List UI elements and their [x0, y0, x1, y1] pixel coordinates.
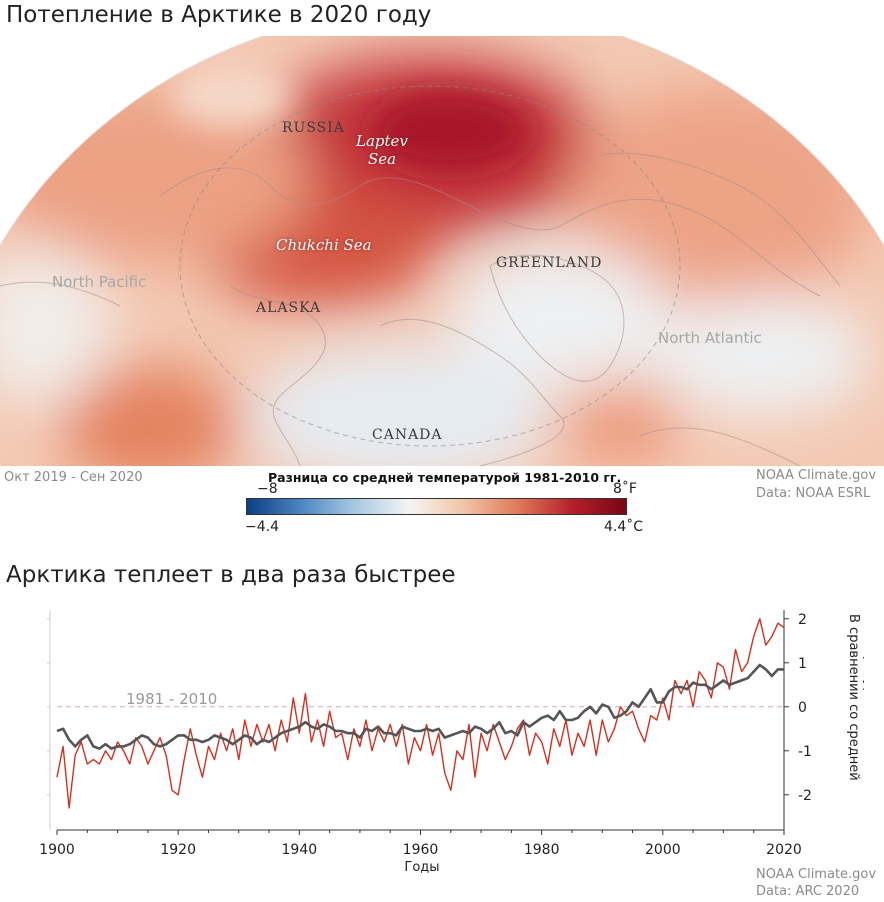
legend-f-min: −8	[257, 481, 278, 497]
map-label-chukchi: Chukchi Sea	[276, 236, 372, 254]
map-label-laptev-2: Sea	[368, 150, 397, 168]
x-tick-label: 2000	[645, 842, 681, 858]
y-tick-label: -1	[798, 744, 812, 760]
baseline-label: 1981 - 2010	[126, 690, 217, 708]
map-label-russia: RUSSIA	[282, 120, 345, 136]
legend-c-min: −4.4	[245, 519, 279, 535]
map-credit-2: Data: NOAA ESRL	[756, 486, 871, 501]
arctic-temperature-map: RUSSIA Laptev Sea Chukchi Sea GREENLAND …	[0, 36, 884, 466]
legend-c-max: 4.4˚C	[604, 519, 644, 535]
map-label-greenland: GREENLAND	[496, 255, 603, 271]
chart-title: Арктика теплеет в два раза быстрее	[6, 562, 456, 588]
color-scale-bar	[246, 498, 627, 515]
y-axis-label-box: В сравнении со среднейтемпературой (С˚)	[846, 614, 864, 781]
chart-credit-1: NOAA Climate.gov	[756, 867, 877, 882]
series-line-global	[56, 663, 784, 750]
legend-f-max: 8˚F	[613, 481, 637, 497]
y-tick-label: -2	[798, 788, 812, 804]
y-axis-label: В сравнении со среднейтемпературой (С˚)	[846, 614, 864, 781]
chart-credit-2: Data: ARC 2020	[756, 884, 860, 899]
y-tick-label: 2	[798, 612, 807, 628]
map-label-north-atlantic: North Atlantic	[658, 329, 762, 347]
chart-series	[56, 618, 785, 809]
map-label-canada: CANADA	[372, 427, 443, 443]
x-tick-label: 1900	[39, 842, 75, 858]
x-tick-label: 1980	[524, 842, 560, 858]
period-label: Окт 2019 - Сен 2020	[4, 470, 143, 485]
x-tick-label: 1920	[160, 842, 196, 858]
map-globe	[0, 36, 884, 466]
x-tick-label: 1940	[282, 842, 318, 858]
x-axis-label: Годы	[404, 860, 439, 875]
series-line-arctic	[56, 618, 785, 809]
y-tick-label: 1	[798, 656, 807, 672]
map-label-laptev-1: Laptev	[356, 132, 408, 150]
map-credit-1: NOAA Climate.gov	[756, 468, 877, 483]
chart-axes	[49, 610, 785, 831]
x-tick-label: 1960	[403, 842, 439, 858]
map-label-north-pacific: North Pacific	[52, 273, 147, 291]
map-label-alaska: ALASKA	[256, 300, 322, 316]
temperature-chart: 1900 1920 1940 1960 1980 2000 2020 2 1 0 -1 -2 1981…	[39, 610, 812, 875]
legend-title: Разница со средней температурой 1981-201…	[268, 470, 622, 485]
map-title: Потепление в Арктике в 2020 году	[6, 2, 432, 28]
chart-ticks: 1900 1920 1940 1960 1980 2000 2020 2 1 0 -1 -2	[39, 612, 812, 858]
y-tick-label: 0	[798, 700, 807, 716]
x-tick-label: 2020	[766, 842, 802, 858]
